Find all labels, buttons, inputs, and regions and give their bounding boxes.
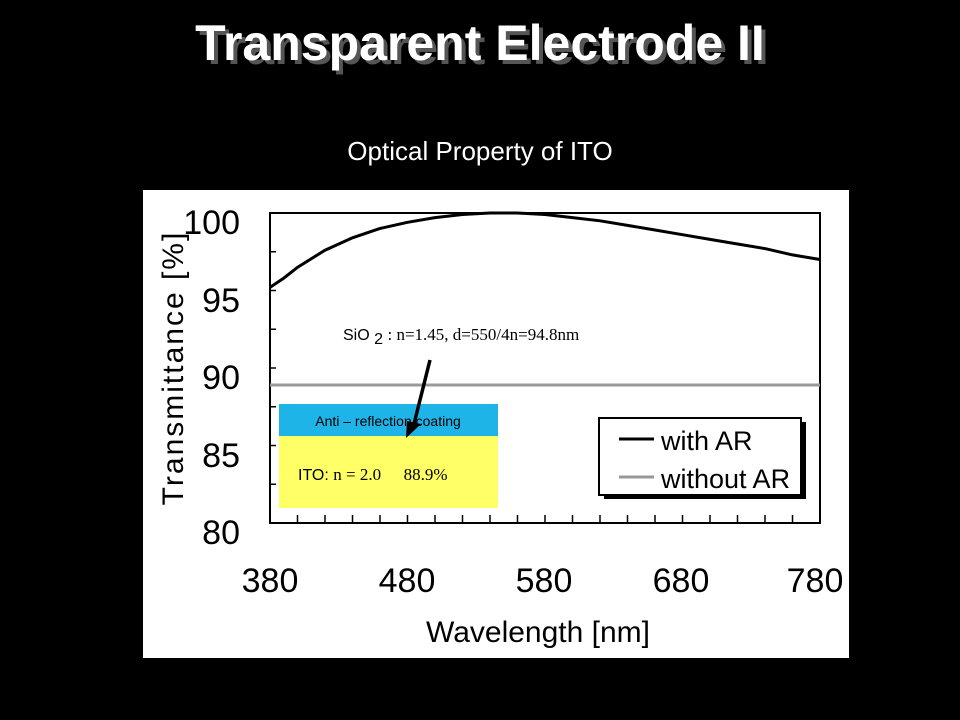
legend-label-with-ar: with AR — [660, 426, 753, 456]
x-tick-label: 580 — [516, 562, 573, 600]
ito-prefix: ITO: — [298, 467, 333, 484]
axis-ticks — [270, 251, 794, 523]
transmittance-chart: Anti – reflection coating ITO: n = 2.0 8… — [157, 204, 844, 649]
ito-label: ITO: n = 2.0 88.9% — [298, 465, 447, 484]
y-tick-label: 85 — [202, 437, 240, 475]
slide-title: Transparent Electrode II — [195, 15, 765, 71]
annotation-arrowhead — [406, 421, 421, 438]
y-tick-label: 90 — [202, 359, 240, 397]
y-tick-label: 95 — [202, 282, 240, 320]
sio2-formula: : n=1.45, d=550/4n=94.8nm — [387, 325, 579, 344]
ito-value: 88.9% — [404, 465, 448, 484]
legend-label-without-ar: without AR — [660, 464, 790, 494]
anti-reflection-coating-box — [279, 404, 498, 436]
y-tick-label: 100 — [183, 204, 240, 242]
x-axis-title: Wavelength [nm] — [426, 616, 650, 649]
y-axis-title: Transmittance [%] — [157, 231, 190, 506]
coating-label: Anti – reflection coating — [315, 413, 461, 429]
ito-formula: n = 2.0 — [333, 465, 381, 484]
x-tick-label: 380 — [242, 562, 299, 600]
slide-subtitle: Optical Property of ITO — [347, 136, 613, 166]
sio2-prefix: SiO — [343, 327, 370, 344]
x-tick-label: 780 — [787, 562, 844, 600]
annotation-arrow — [411, 359, 432, 429]
legend-box — [598, 417, 802, 496]
x-tick-label: 680 — [653, 562, 710, 600]
chart-panel: Anti – reflection coating ITO: n = 2.0 8… — [143, 190, 849, 658]
x-tick-label: 480 — [379, 562, 436, 600]
sio2-annotation: SiO 2 : n=1.45, d=550/4n=94.8nm — [343, 325, 579, 348]
series-line-with-ar — [269, 211, 821, 289]
sio2-subscript: 2 — [374, 331, 383, 348]
y-tick-label: 80 — [202, 514, 240, 552]
ito-layer-box — [279, 436, 498, 508]
